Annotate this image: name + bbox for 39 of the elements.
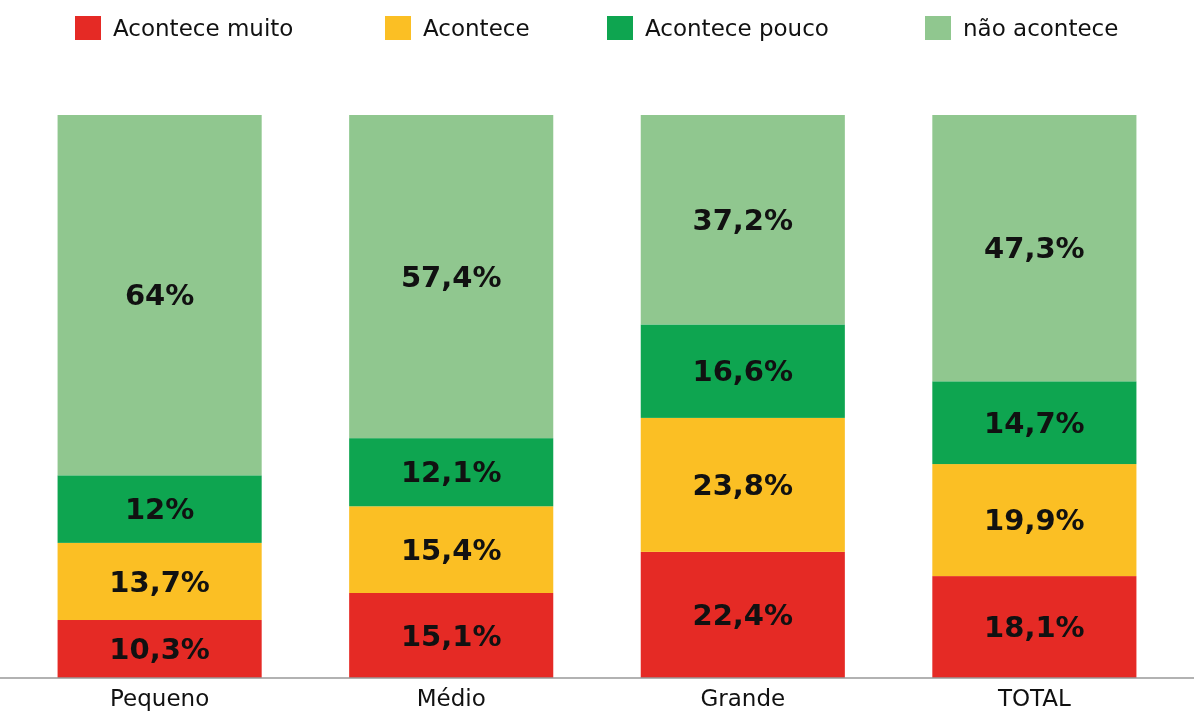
bar <box>349 115 554 439</box>
bar <box>640 324 845 418</box>
data-label: 13,7% <box>109 564 210 599</box>
data-label: 14,7% <box>984 405 1085 440</box>
data-label: 10,3% <box>109 632 210 667</box>
data-label: 15,1% <box>400 618 502 653</box>
data-label: 12% <box>124 492 195 527</box>
data-label: 16,6% <box>692 354 794 389</box>
data-label: 57,4% <box>400 259 502 294</box>
bar <box>349 592 554 678</box>
bar <box>932 115 1137 382</box>
x-tick-label: TOTAL <box>996 685 1072 712</box>
data-label: 19,9% <box>984 503 1085 538</box>
legend-label: Acontece muito <box>113 15 294 42</box>
bar <box>932 576 1137 678</box>
bar <box>932 381 1137 465</box>
data-label: 64% <box>124 278 195 313</box>
bar <box>640 551 845 678</box>
bar <box>349 438 554 507</box>
legend-label: Acontece pouco <box>645 15 829 42</box>
x-tick-label: Médio <box>416 685 486 712</box>
data-label: 23,8% <box>692 468 794 503</box>
bar <box>57 475 262 543</box>
x-tick-label: Pequeno <box>110 685 210 712</box>
data-label: 22,4% <box>692 598 794 633</box>
data-label: 18,1% <box>984 610 1085 645</box>
data-label: 47,3% <box>984 231 1085 266</box>
bar <box>640 115 845 325</box>
data-label: 37,2% <box>692 202 794 237</box>
bar <box>349 506 554 593</box>
bar <box>932 464 1137 577</box>
bar <box>57 115 262 476</box>
data-label: 15,4% <box>400 532 502 567</box>
legend-label: não acontece <box>963 15 1119 42</box>
bar <box>57 542 262 621</box>
bar <box>640 417 845 552</box>
legend-label: Acontece <box>423 15 530 42</box>
data-label: 12,1% <box>400 455 502 490</box>
x-tick-label: Grande <box>700 685 786 712</box>
